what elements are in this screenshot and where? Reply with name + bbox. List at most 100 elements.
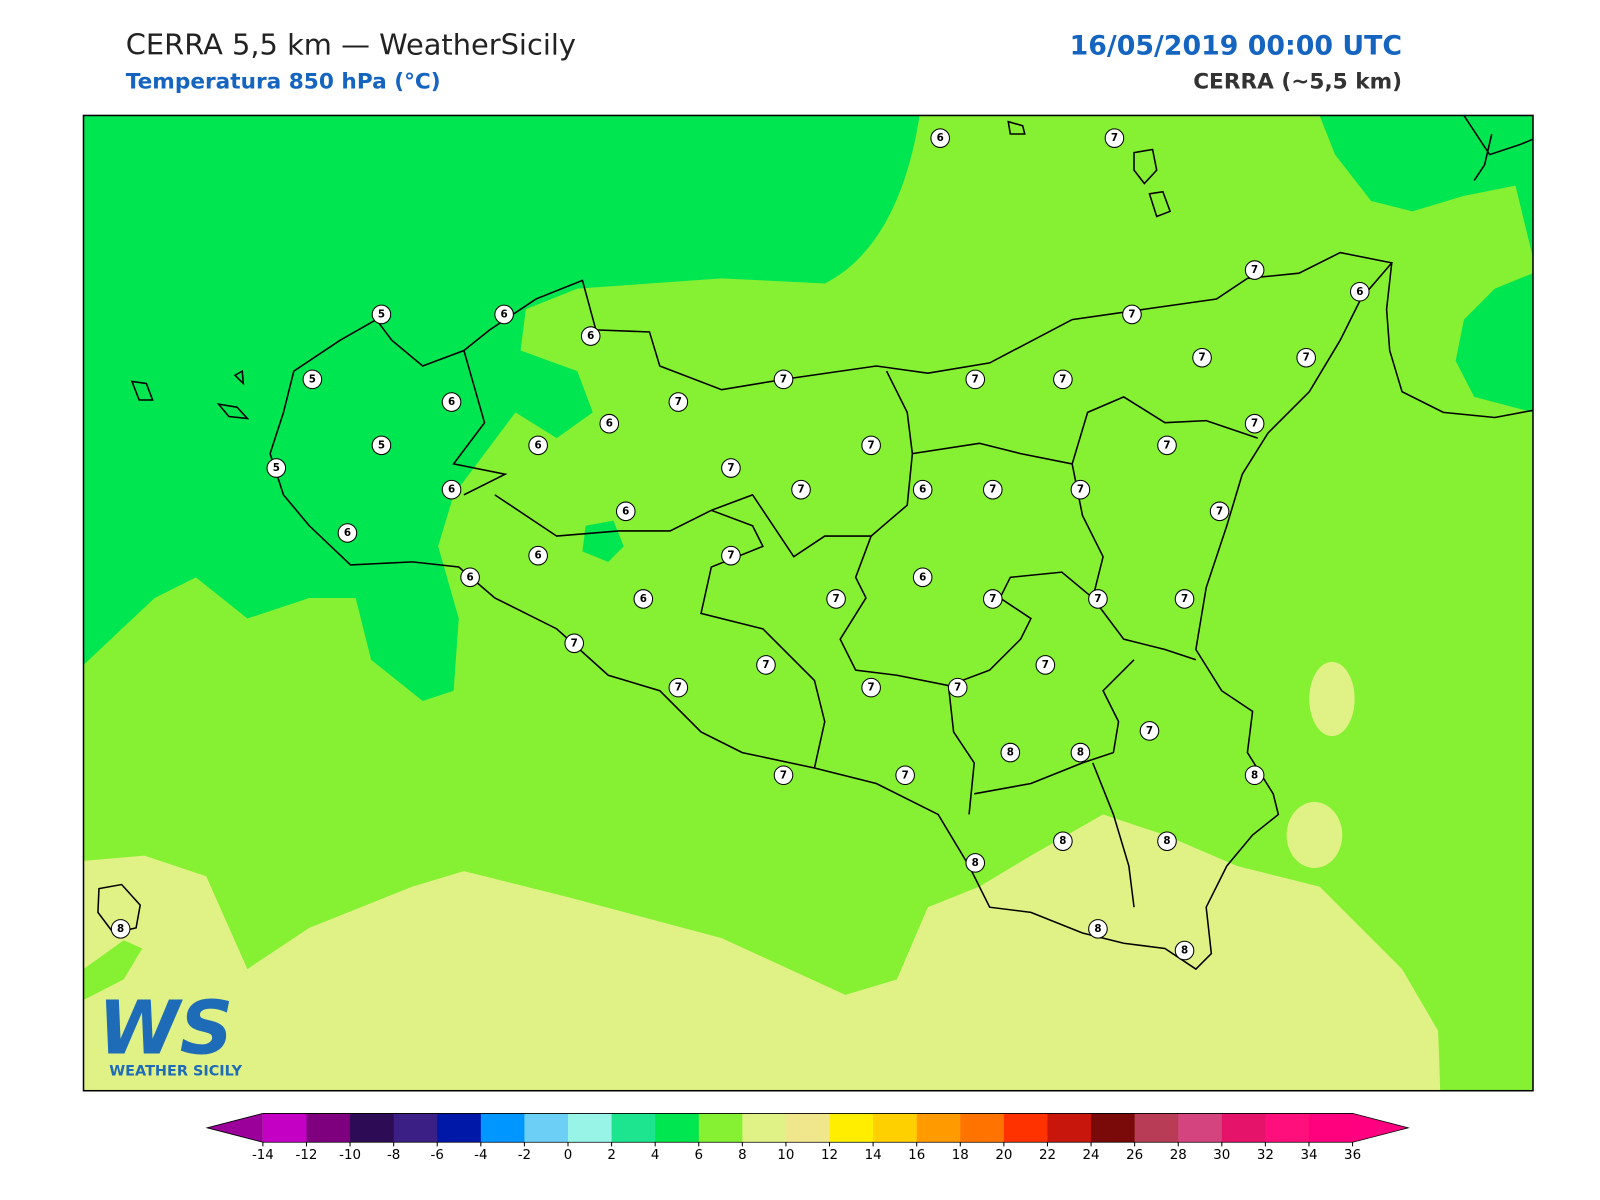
station-value: 6 <box>1356 286 1363 298</box>
station: 6 <box>337 523 358 543</box>
station: 5 <box>371 304 392 325</box>
colorbar-tick-label: -2 <box>518 1148 531 1163</box>
station-marker <box>965 369 986 390</box>
station-value: 7 <box>1042 659 1049 671</box>
station-value: 8 <box>1077 747 1084 759</box>
colorbar-tick-label: -6 <box>431 1148 444 1163</box>
station: 6 <box>633 589 654 609</box>
station: 6 <box>528 435 548 456</box>
station-marker <box>1088 589 1108 609</box>
colorbar-bin <box>350 1113 395 1143</box>
station: 6 <box>494 304 514 325</box>
station: 8 <box>1088 919 1108 939</box>
station: 8 <box>1053 831 1073 852</box>
station-marker <box>912 567 933 588</box>
colorbar-bin <box>916 1113 961 1143</box>
station: 7 <box>668 677 689 698</box>
station: 6 <box>528 545 548 566</box>
station-value: 7 <box>727 550 734 562</box>
station: 7 <box>1088 589 1108 609</box>
station-marker <box>1053 831 1073 852</box>
colorbar-bin <box>1221 1113 1266 1143</box>
colorbar-bin <box>480 1113 525 1143</box>
station-value: 5 <box>378 439 385 451</box>
station: 5 <box>371 435 392 456</box>
station-value: 6 <box>535 550 542 562</box>
station-marker <box>1174 940 1195 961</box>
station: 7 <box>1174 589 1195 609</box>
station: 7 <box>1157 435 1177 456</box>
station: 6 <box>615 501 636 522</box>
station-value: 6 <box>344 527 351 539</box>
colorbar-bin <box>1178 1113 1223 1143</box>
station-marker <box>1053 369 1073 390</box>
station-value: 7 <box>902 769 909 781</box>
colorbar-bin <box>829 1113 874 1143</box>
colorbar-bin <box>655 1113 700 1143</box>
station-marker <box>773 765 794 786</box>
station: 6 <box>1350 281 1370 302</box>
station-marker <box>460 567 480 588</box>
station-value: 7 <box>571 637 578 649</box>
colorbar-tick-label: -14 <box>252 1148 274 1163</box>
station-marker <box>721 458 741 478</box>
station: 7 <box>1192 347 1212 368</box>
colorbar-under <box>207 1113 263 1143</box>
station: 7 <box>1296 347 1316 368</box>
station-value: 7 <box>1128 308 1135 320</box>
station: 7 <box>982 589 1003 609</box>
station-marker <box>895 765 915 786</box>
colorbar-tick-label: -8 <box>387 1148 400 1163</box>
colorbar: -14 -12 -10 -8 -6 -4 -2 0 2 4 6 8 10 12 14 16 18 20 22 24 26… <box>205 1112 1410 1163</box>
station-marker <box>1244 413 1265 434</box>
station: 7 <box>982 479 1003 500</box>
station-marker <box>528 545 548 566</box>
station-value: 7 <box>1198 352 1205 364</box>
field-8-10 <box>1309 661 1355 737</box>
station: 7 <box>1209 501 1230 522</box>
station: 8 <box>1000 742 1021 763</box>
station-value: 8 <box>1181 945 1188 957</box>
station: 6 <box>580 326 601 346</box>
station-value: 6 <box>640 593 647 605</box>
station-value: 7 <box>727 462 734 474</box>
station: 7 <box>895 765 915 786</box>
station-value: 6 <box>587 330 594 342</box>
station-marker <box>947 677 968 698</box>
station-marker <box>930 128 950 148</box>
station: 6 <box>912 567 933 588</box>
colorbar-tick-label: 12 <box>821 1148 838 1163</box>
colorbar-bin <box>393 1113 438 1143</box>
station: 7 <box>773 765 794 786</box>
station-value: 6 <box>622 505 629 517</box>
station-marker <box>1174 589 1195 609</box>
station: 7 <box>721 458 741 478</box>
station: 5 <box>302 369 323 390</box>
station-value: 6 <box>919 484 926 496</box>
station-marker <box>791 479 811 500</box>
station-marker <box>110 919 131 939</box>
station: 7 <box>1122 304 1142 325</box>
colorbar-bin <box>698 1113 743 1143</box>
station-marker <box>633 589 654 609</box>
station-marker <box>1192 347 1212 368</box>
title: CERRA 5,5 km — WeatherSicily <box>126 28 576 62</box>
colorbar-tick-label: 18 <box>952 1148 969 1163</box>
station: 6 <box>441 392 462 412</box>
station-marker <box>1070 742 1091 763</box>
station-marker <box>861 677 881 698</box>
station-value: 7 <box>832 593 839 605</box>
station: 8 <box>965 853 986 873</box>
station-marker <box>564 633 585 654</box>
station: 7 <box>1244 413 1265 434</box>
colorbar-tick-label: 32 <box>1257 1148 1274 1163</box>
station-value: 7 <box>989 593 996 605</box>
colorbar-tick-label: -12 <box>296 1148 318 1163</box>
station-marker <box>1157 831 1177 852</box>
station-value: 7 <box>675 396 682 408</box>
station: 7 <box>1139 721 1160 741</box>
colorbar-tick-label: 26 <box>1126 1148 1143 1163</box>
station-value: 6 <box>448 484 455 496</box>
station-marker <box>1296 347 1316 368</box>
